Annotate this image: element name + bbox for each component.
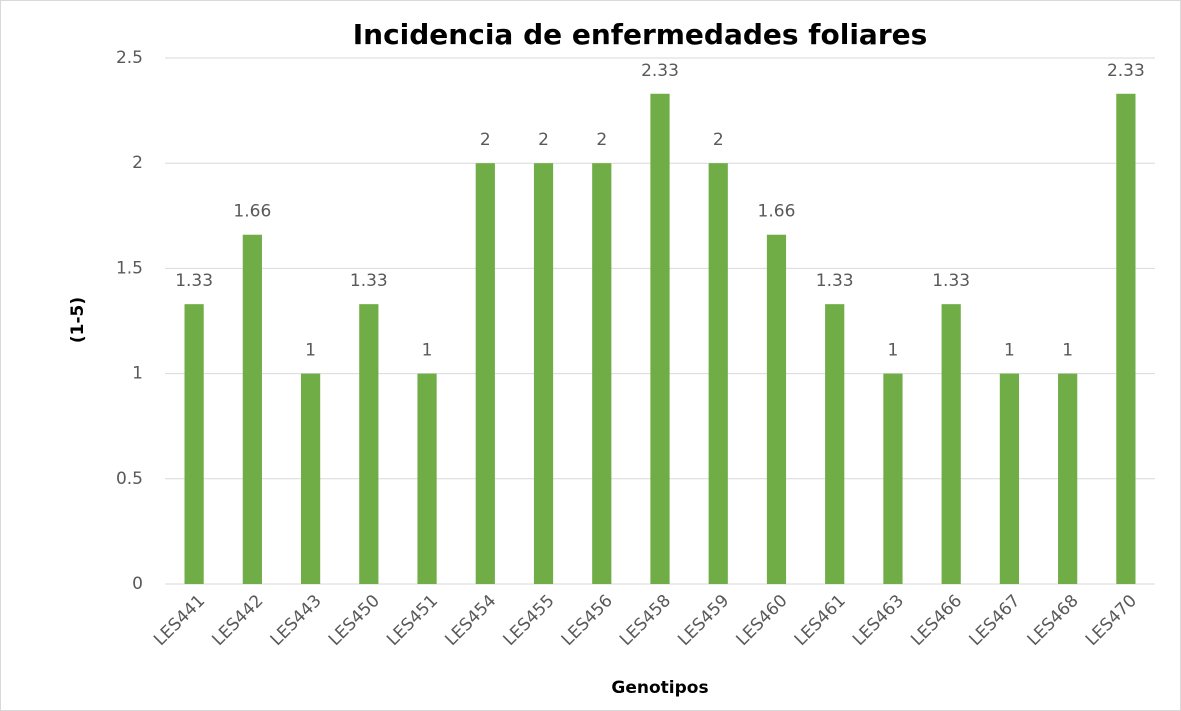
value-label: 1 xyxy=(888,341,899,361)
bar xyxy=(766,234,787,584)
bar xyxy=(359,304,379,584)
bar xyxy=(417,373,437,584)
value-label: 1.33 xyxy=(816,271,854,291)
value-label: 2 xyxy=(480,130,491,150)
value-label: 1.66 xyxy=(233,202,271,222)
value-label: 1 xyxy=(422,341,433,361)
value-label: 1 xyxy=(305,341,316,361)
bar xyxy=(941,304,961,584)
y-tick-label: 0 xyxy=(132,574,143,594)
value-label: 2.33 xyxy=(1107,61,1145,81)
bar xyxy=(184,304,204,584)
y-tick-label: 1.5 xyxy=(116,258,143,278)
y-tick-label: 2 xyxy=(132,153,143,173)
bar xyxy=(999,373,1020,584)
bar xyxy=(475,163,495,584)
value-label: 2 xyxy=(538,130,549,150)
value-label: 1.33 xyxy=(932,271,970,291)
value-label: 2 xyxy=(713,130,724,150)
bar xyxy=(1116,93,1136,584)
y-tick-label: 1 xyxy=(132,364,143,384)
y-axis-label: (1-5) xyxy=(68,297,88,343)
y-tick-label: 2.5 xyxy=(116,48,143,68)
bar xyxy=(533,163,554,584)
chart-title: Incidencia de enfermedades foliares xyxy=(353,18,928,51)
y-tick-label: 0.5 xyxy=(116,469,143,489)
bar xyxy=(708,163,728,584)
value-label: 1 xyxy=(1004,341,1015,361)
value-label: 1.66 xyxy=(758,202,796,222)
value-label: 2.33 xyxy=(641,61,679,81)
value-label: 1.33 xyxy=(175,271,213,291)
bar xyxy=(592,163,612,584)
x-axis-label: Genotipos xyxy=(611,678,708,698)
bar xyxy=(883,373,903,584)
value-label: 1.33 xyxy=(350,271,388,291)
value-label: 2 xyxy=(596,130,607,150)
bar xyxy=(1058,373,1078,584)
bar xyxy=(825,304,845,584)
bar xyxy=(650,93,670,584)
value-label: 1 xyxy=(1062,341,1073,361)
bar xyxy=(300,373,321,584)
bar xyxy=(242,234,262,584)
